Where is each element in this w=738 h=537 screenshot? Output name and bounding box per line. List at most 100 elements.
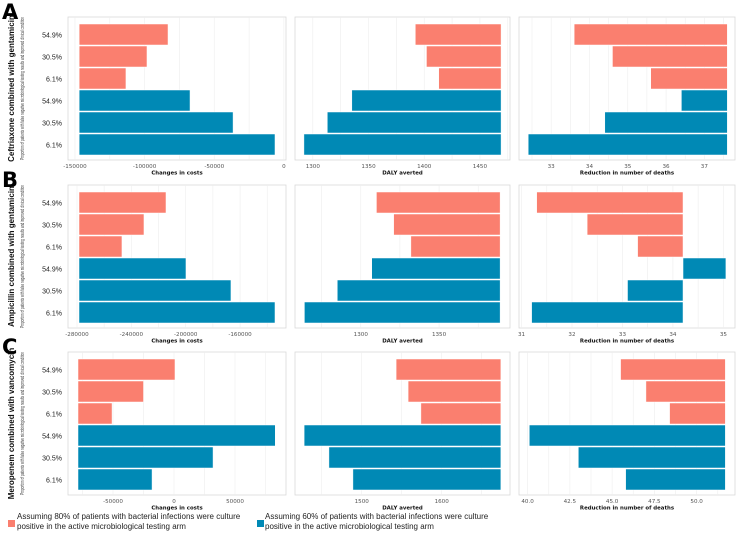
y-tick-label: 6.1%	[46, 143, 62, 150]
bar-80pct-54.9%	[620, 358, 726, 381]
bar-60pct-30.5%	[627, 279, 684, 302]
y-tick-label: 54.9%	[42, 368, 62, 375]
bar-80pct-30.5%	[612, 45, 728, 68]
x-tick-label: 35	[720, 332, 728, 338]
bar-60pct-30.5%	[578, 446, 726, 469]
x-axis-label: DALY averted	[382, 506, 423, 512]
x-tick-label: 1600	[435, 499, 450, 505]
bar-60pct-6.1%	[78, 133, 276, 156]
bar-60pct-54.9%	[351, 89, 502, 112]
bar-80pct-6.1%	[637, 235, 684, 258]
bar-80pct-54.9%	[395, 358, 502, 381]
y-tick-label: 54.9%	[42, 267, 62, 274]
y-axis-label-text: Proportion of patients with false negati…	[20, 352, 26, 495]
bar-60pct-6.1%	[531, 301, 684, 324]
x-tick-label: 32	[568, 332, 575, 338]
subplot-C-3: 40.0 42.5 45.0 47.5 50.0 Reduction in number …	[518, 351, 736, 512]
y-tick-label: 30.5%	[42, 289, 62, 296]
bar-80pct-30.5%	[393, 213, 501, 236]
bar-60pct-6.1%	[625, 468, 726, 491]
subplot-B-2: 1300 1350 DALY averted	[294, 184, 511, 345]
bar-60pct-30.5%	[78, 111, 234, 134]
subplot-A-1: -150000 -100000 -50000 0 Changes in costs	[63, 16, 287, 177]
x-tick-label: -100000	[133, 164, 157, 170]
y-tick-label: 6.1%	[46, 311, 62, 318]
bar-80pct-30.5%	[78, 45, 148, 68]
bar-60pct-6.1%	[527, 133, 728, 156]
panel-letter: C	[2, 335, 17, 359]
bar-80pct-6.1%	[669, 402, 726, 425]
bar-60pct-30.5%	[337, 279, 501, 302]
y-tick-label: 54.9%	[42, 201, 62, 208]
x-tick-label: 47.5	[648, 499, 661, 505]
x-tick-label: -160000	[228, 332, 252, 338]
y-tick-label: 30.5%	[42, 390, 62, 397]
row-title: Meropenem combined with vancomycin	[7, 348, 16, 500]
y-tick-label: 30.5%	[42, 121, 62, 128]
x-tick-label: 35	[624, 164, 632, 170]
y-tick-label: 30.5%	[42, 223, 62, 230]
bar-60pct-30.5%	[77, 446, 214, 469]
bar-80pct-54.9%	[78, 23, 169, 46]
y-tick-label: 6.1%	[46, 478, 62, 485]
x-axis-label: Reduction in number of deaths	[580, 171, 674, 177]
x-tick-label: 31	[518, 332, 526, 338]
legend-label-80pct: Assuming 80% of patients with bacterial …	[17, 512, 241, 531]
x-tick-label: 1350	[361, 164, 376, 170]
bar-60pct-6.1%	[303, 133, 502, 156]
subplot-A-2: 1300 1350 1400 1450 DALY averted	[294, 16, 511, 177]
x-tick-label: -50000	[204, 164, 224, 170]
subplot-C-2: 1500 1600 DALY averted	[294, 351, 511, 512]
x-axis-label: DALY averted	[382, 171, 423, 177]
x-tick-label: 33	[548, 164, 556, 170]
x-axis-label: Reduction in number of deaths	[580, 339, 674, 345]
x-tick-label: 36	[663, 164, 671, 170]
x-tick-label: 33	[619, 332, 627, 338]
x-tick-label: 42.5	[564, 499, 577, 505]
bar-80pct-54.9%	[78, 191, 167, 214]
panel-letter: A	[2, 0, 19, 24]
x-axis-label: Reduction in number of deaths	[580, 506, 674, 512]
bar-80pct-6.1%	[410, 235, 501, 258]
x-tick-label: 50.0	[690, 499, 703, 505]
x-tick-label: -240000	[120, 332, 144, 338]
bar-80pct-6.1%	[78, 67, 127, 90]
bar-60pct-30.5%	[328, 446, 502, 469]
x-tick-label: 45.0	[606, 499, 619, 505]
panel-letter: B	[2, 168, 18, 192]
bar-80pct-30.5%	[77, 380, 144, 403]
subplot-B-1: -280000 -240000 -200000 -160000 Changes in c…	[65, 184, 287, 345]
y-tick-label: 6.1%	[46, 245, 62, 252]
bar-80pct-54.9%	[536, 191, 684, 214]
y-axis-label-text: Proportion of patients with false negati…	[20, 185, 26, 328]
x-tick-label: 1300	[354, 332, 369, 338]
legend-label-60pct: Assuming 60% of patients with bacterial …	[265, 512, 489, 531]
x-tick-label: -200000	[174, 332, 198, 338]
y-tick-label: 30.5%	[42, 55, 62, 62]
bar-80pct-6.1%	[78, 235, 123, 258]
bar-60pct-6.1%	[352, 468, 502, 491]
bar-60pct-6.1%	[78, 301, 276, 324]
subplot-B-3: 31 32 33 34 35 Reduction in number of deaths	[518, 184, 736, 345]
y-tick-label: 6.1%	[46, 77, 62, 84]
bar-80pct-6.1%	[420, 402, 502, 425]
x-tick-label: -280000	[65, 332, 89, 338]
x-axis-label: Changes in costs	[151, 171, 202, 177]
row-title: Ampicillin combined with gentamicin	[7, 186, 16, 327]
y-tick-label: 54.9%	[42, 99, 62, 106]
bar-80pct-30.5%	[645, 380, 726, 403]
y-tick-label: 54.9%	[42, 434, 62, 441]
bar-60pct-6.1%	[77, 468, 153, 491]
x-axis-label: Changes in costs	[151, 339, 202, 345]
x-tick-label: 34	[669, 332, 677, 338]
bar-80pct-6.1%	[438, 67, 502, 90]
bar-80pct-6.1%	[77, 402, 113, 425]
x-axis-label: Changes in costs	[151, 506, 202, 512]
x-tick-label: -150000	[63, 164, 87, 170]
y-tick-label: 54.9%	[42, 33, 62, 40]
bar-80pct-30.5%	[78, 213, 145, 236]
